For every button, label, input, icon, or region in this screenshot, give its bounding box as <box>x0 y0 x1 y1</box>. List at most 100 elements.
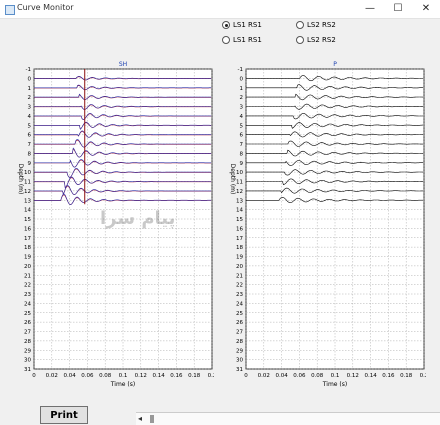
y-tick-label: 26 <box>236 320 243 326</box>
radio-unchecked-icon <box>296 21 304 29</box>
x-tick-label: 0 <box>244 373 248 379</box>
x-tick-label: 0.06 <box>293 373 306 379</box>
x-tick-label: 0.02 <box>46 373 58 379</box>
waveform-trace <box>246 122 424 129</box>
waveform-trace <box>34 167 212 178</box>
minimize-button[interactable]: — <box>365 3 375 14</box>
x-tick-label: 0.1 <box>331 373 340 379</box>
y-tick-label: 6 <box>240 133 244 139</box>
x-axis-label: Time (s) <box>110 381 135 388</box>
y-tick-label: 15 <box>24 217 31 223</box>
y-tick-label: 24 <box>24 301 31 307</box>
waveform-trace <box>246 84 424 91</box>
waveform-trace <box>34 104 212 110</box>
y-tick-label: 31 <box>236 367 243 373</box>
close-button[interactable]: ✕ <box>421 3 431 14</box>
y-tick-label: 21 <box>236 273 243 279</box>
y-tick-label: 17 <box>24 236 31 242</box>
radio-option-2[interactable]: LS2 RS2 <box>296 21 336 29</box>
y-tick-label: 19 <box>236 255 243 261</box>
window-title: Curve Monitor <box>17 3 74 12</box>
waveform-trace <box>246 178 424 186</box>
y-tick-label: 30 <box>24 358 31 364</box>
y-tick-label: 20 <box>236 264 243 270</box>
radio-label: LS2 RS2 <box>307 36 336 44</box>
radio-label: LS1 RS1 <box>233 21 262 29</box>
y-tick-label: 9 <box>240 161 244 167</box>
title-bar: Curve Monitor — ☐ ✕ <box>0 0 440 19</box>
waveform-trace <box>246 140 424 147</box>
sh-waveform-chart: 0 0.02 0.04 0.06 0.08 0.1 0.12 0.14 0.16 0.18 0.2 -… <box>17 61 214 388</box>
x-axis-label: Time (s) <box>322 381 347 388</box>
radio-checked-icon <box>222 21 230 29</box>
y-tick-label: 20 <box>24 264 31 270</box>
waveform-trace <box>246 160 424 166</box>
waveform-trace <box>246 169 424 176</box>
y-tick-label: 26 <box>24 320 31 326</box>
radio-option-4[interactable]: LS2 RS2 <box>296 36 336 44</box>
y-tick-label: 12 <box>236 189 243 195</box>
y-tick-label: 17 <box>236 236 243 242</box>
waveform-trace <box>34 176 212 189</box>
y-tick-label: 10 <box>24 170 31 176</box>
y-tick-label: 3 <box>240 105 244 111</box>
x-tick-label: 0.2 <box>420 373 426 379</box>
maximize-button[interactable]: ☐ <box>393 3 403 14</box>
x-tick-label: 0.04 <box>275 373 288 379</box>
y-tick-label: 2 <box>28 95 32 101</box>
y-tick-label: 27 <box>236 330 243 336</box>
x-tick-label: 0.12 <box>135 373 147 379</box>
y-tick-label: 4 <box>28 114 32 120</box>
y-tick-label: 31 <box>24 367 31 373</box>
scroll-thumb[interactable] <box>150 415 154 423</box>
waveform-trace <box>34 159 212 168</box>
x-tick-label: 0.02 <box>258 373 270 379</box>
radio-label: LS2 RS2 <box>307 21 336 29</box>
radio-option-3[interactable]: LS1 RS1 <box>222 36 262 44</box>
y-tick-label: 22 <box>236 283 243 289</box>
waveform-trace <box>246 196 424 204</box>
x-tick-label: 0.2 <box>208 373 214 379</box>
app-icon <box>5 5 15 15</box>
p-waveform-chart: 0 0.02 0.04 0.06 0.08 0.1 0.12 0.14 0.16 0.18 0.2 -… <box>229 61 426 388</box>
y-tick-label: 18 <box>236 245 243 251</box>
y-tick-label: 12 <box>24 189 31 195</box>
waveform-trace <box>246 187 424 194</box>
y-tick-label: 6 <box>28 133 32 139</box>
waveform-trace <box>246 93 424 101</box>
y-tick-label: 28 <box>24 339 31 345</box>
x-tick-label: 0.06 <box>81 373 94 379</box>
x-tick-label: 0.14 <box>364 373 377 379</box>
y-tick-label: 14 <box>24 208 31 214</box>
y-tick-label: 8 <box>28 151 32 157</box>
waveform-trace <box>34 93 212 100</box>
y-tick-label: 3 <box>28 105 32 111</box>
x-tick-label: 0.04 <box>63 373 76 379</box>
radio-label: LS1 RS1 <box>233 36 262 44</box>
y-tick-label: 1 <box>240 86 244 92</box>
y-tick-label: 5 <box>28 123 32 129</box>
radio-option-1[interactable]: LS1 RS1 <box>222 21 262 29</box>
print-button[interactable]: Print <box>40 406 88 424</box>
x-tick-label: 0.16 <box>382 373 395 379</box>
waveform-trace <box>246 75 424 82</box>
scroll-left-icon[interactable]: ◂ <box>138 414 143 423</box>
x-tick-label: 0.12 <box>347 373 359 379</box>
waveform-trace <box>34 193 212 206</box>
x-tick-label: 0.16 <box>170 373 183 379</box>
y-axis-label: Depth (m) <box>17 164 24 195</box>
y-tick-label: 25 <box>24 311 31 317</box>
channel-selector: LS1 RS1 LS2 RS2 LS1 RS1 LS2 RS2 <box>220 18 440 48</box>
y-tick-label: 14 <box>236 208 243 214</box>
waveform-trace <box>34 75 212 81</box>
y-tick-label: 23 <box>236 292 243 298</box>
x-tick-label: 0.14 <box>152 373 165 379</box>
chart-title: SH <box>119 61 127 68</box>
y-tick-label: 28 <box>236 339 243 345</box>
y-tick-label: 27 <box>24 330 31 336</box>
x-tick-label: 0.08 <box>311 373 324 379</box>
x-tick-label: 0 <box>32 373 36 379</box>
y-tick-label: 30 <box>236 358 243 364</box>
horizontal-scrollbar[interactable]: ◂ <box>136 412 440 425</box>
y-axis-label: Depth (m) <box>229 164 236 195</box>
